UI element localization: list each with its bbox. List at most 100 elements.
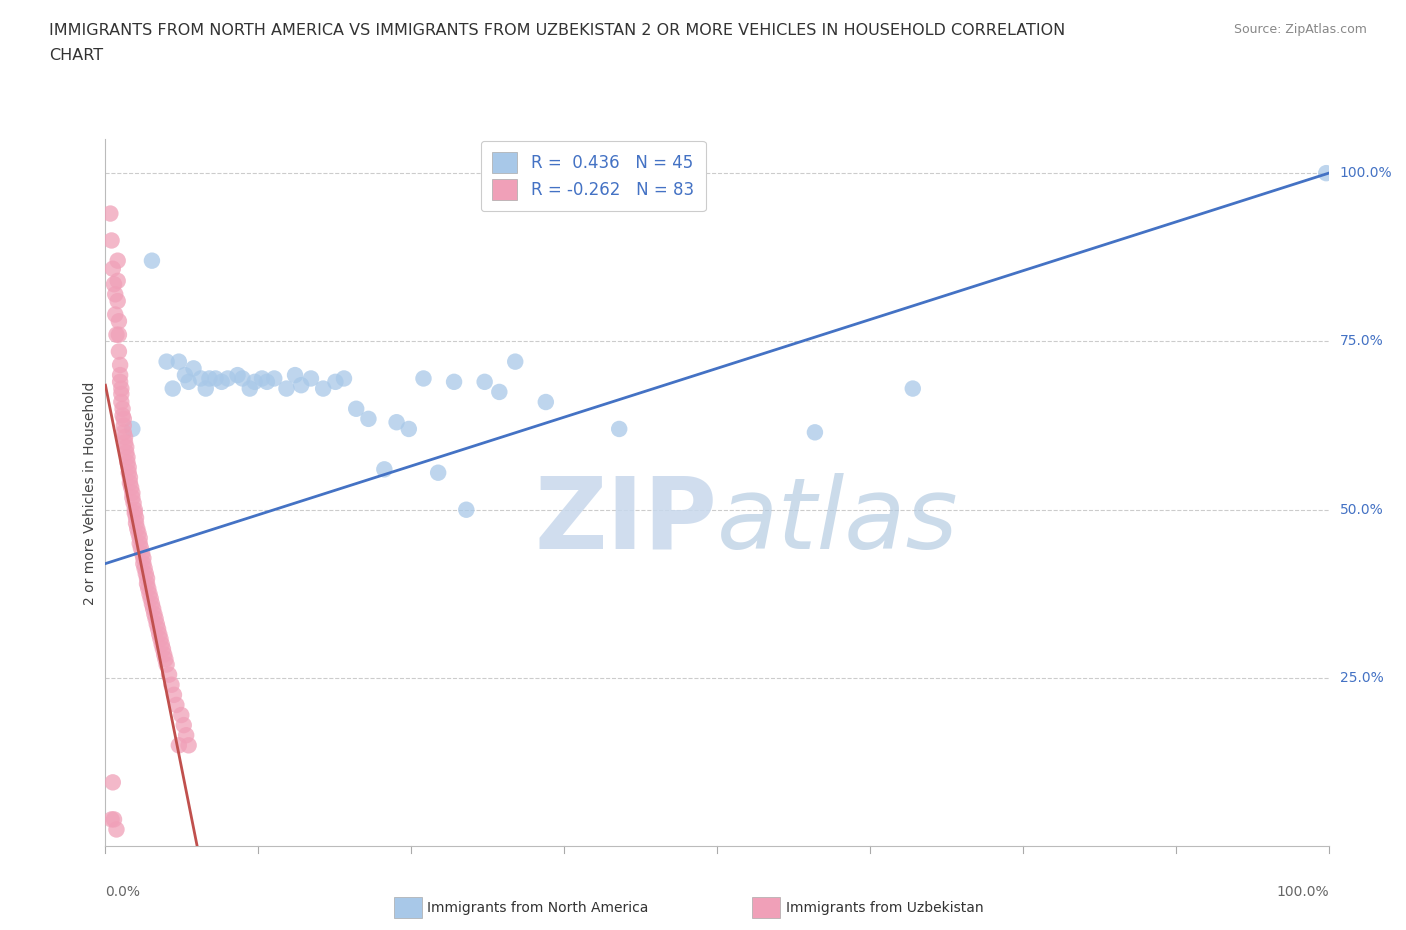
Point: [157, 667, 180, 682]
Point: [142, 601, 165, 616]
Text: Source: ZipAtlas.com: Source: ZipAtlas.com: [1233, 23, 1367, 36]
Point: [135, 566, 157, 581]
Point: [127, 521, 149, 536]
Point: [136, 581, 159, 596]
Point: [134, 561, 156, 576]
Point: [217, 371, 239, 386]
Point: [503, 354, 526, 369]
Point: [110, 381, 132, 396]
Point: [276, 381, 298, 396]
Point: [299, 371, 322, 386]
Point: [155, 658, 177, 672]
Point: [125, 511, 148, 525]
Point: [312, 381, 335, 396]
Text: 0.0%: 0.0%: [105, 885, 141, 899]
Text: 100.0%: 100.0%: [1277, 885, 1329, 899]
Point: [131, 546, 153, 561]
Point: [152, 642, 174, 657]
Point: [177, 375, 200, 390]
Point: [333, 371, 356, 386]
Point: [98, 206, 121, 221]
Point: [132, 556, 155, 571]
Point: [129, 540, 152, 555]
Point: [456, 502, 478, 517]
Point: [488, 384, 510, 399]
Point: [108, 327, 131, 342]
Legend: R =  0.436   N = 45, R = -0.262   N = 83: R = 0.436 N = 45, R = -0.262 N = 83: [481, 140, 706, 211]
Point: [136, 577, 159, 591]
Point: [141, 596, 163, 611]
Point: [143, 606, 166, 621]
Point: [901, 381, 924, 396]
Point: [112, 418, 135, 433]
Point: [105, 327, 128, 342]
Point: [226, 367, 249, 382]
Point: [146, 617, 169, 631]
Point: [198, 371, 221, 386]
Point: [155, 652, 177, 667]
Point: [118, 475, 141, 490]
Point: [167, 737, 190, 752]
Point: [104, 286, 127, 301]
Point: [125, 516, 148, 531]
Point: [148, 627, 170, 642]
Point: [183, 361, 205, 376]
Point: [122, 496, 145, 511]
Y-axis label: 2 or more Vehicles in Household: 2 or more Vehicles in Household: [83, 381, 97, 604]
Point: [162, 381, 184, 396]
Point: [104, 307, 127, 322]
Point: [128, 536, 150, 551]
Point: [101, 775, 124, 790]
Point: [128, 530, 150, 545]
Point: [111, 408, 134, 423]
Point: [101, 261, 124, 276]
Point: [146, 621, 169, 636]
Point: [160, 677, 183, 692]
Point: [534, 394, 557, 409]
Point: [149, 631, 172, 646]
Point: [121, 485, 143, 500]
Point: [115, 440, 138, 455]
Point: [177, 737, 200, 752]
Point: [804, 425, 827, 440]
Point: [256, 375, 278, 390]
Point: [108, 344, 131, 359]
Point: [100, 812, 122, 827]
Point: [1315, 166, 1337, 180]
Point: [132, 551, 155, 565]
Point: [121, 490, 143, 505]
Point: [174, 728, 197, 743]
Point: [155, 354, 177, 369]
Point: [357, 411, 380, 426]
Point: [150, 637, 173, 652]
Point: [607, 421, 630, 436]
Text: CHART: CHART: [49, 48, 103, 63]
Point: [138, 587, 160, 602]
Point: [124, 502, 146, 517]
Point: [127, 525, 149, 540]
Point: [163, 687, 186, 702]
Point: [243, 375, 266, 390]
Point: [325, 375, 347, 390]
Text: Immigrants from Uzbekistan: Immigrants from Uzbekistan: [786, 900, 984, 915]
Point: [108, 357, 131, 372]
Point: [107, 273, 129, 288]
Point: [211, 375, 233, 390]
Point: [103, 277, 125, 292]
Point: [107, 294, 129, 309]
Point: [290, 378, 312, 392]
Point: [173, 718, 195, 733]
Point: [344, 402, 367, 417]
Text: Immigrants from North America: Immigrants from North America: [427, 900, 648, 915]
Point: [100, 233, 122, 248]
Point: [170, 708, 193, 723]
Point: [118, 459, 141, 474]
Point: [263, 371, 285, 386]
Point: [117, 450, 139, 465]
Point: [194, 381, 217, 396]
Text: IMMIGRANTS FROM NORTH AMERICA VS IMMIGRANTS FROM UZBEKISTAN 2 OR MORE VEHICLES I: IMMIGRANTS FROM NORTH AMERICA VS IMMIGRA…: [49, 23, 1066, 38]
Text: ZIP: ZIP: [534, 472, 717, 570]
Point: [373, 462, 395, 477]
Point: [124, 506, 146, 521]
Point: [105, 822, 128, 837]
